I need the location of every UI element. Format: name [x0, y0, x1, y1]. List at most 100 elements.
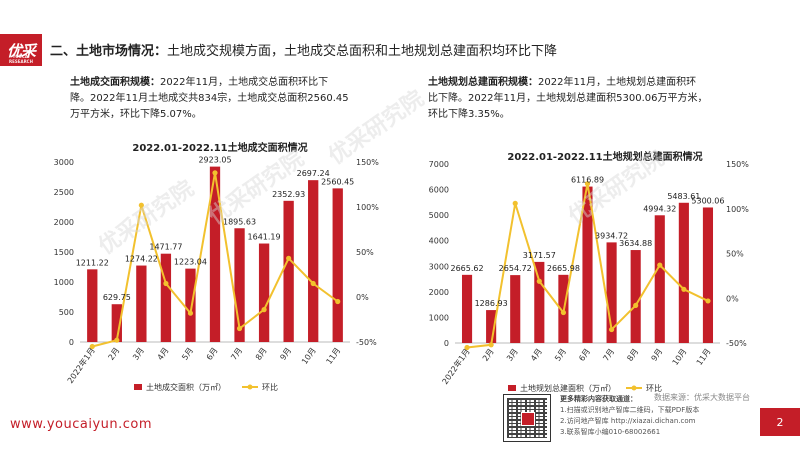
y-right-tick-label: -50% [356, 338, 377, 347]
legend-bar-swatch [134, 384, 142, 390]
y-left-tick-label: 4000 [429, 237, 449, 246]
bar-data-label: 2697.24 [297, 169, 330, 178]
bar-data-label: 1641.19 [248, 233, 281, 242]
bar [606, 242, 617, 343]
y-left-tick-label: 2000 [429, 288, 449, 297]
y-left-tick-label: 3000 [429, 262, 449, 271]
x-tick-label: 8月 [254, 346, 269, 362]
bar-data-label: 6116.89 [571, 176, 604, 185]
bar-data-label: 2923.05 [198, 156, 231, 165]
chart-2-svg: 0 1000 2000 3000 4000 5000 6000 7000 -50% 0% 50% 10… [429, 160, 750, 393]
bar-data-label: 1895.63 [223, 217, 256, 226]
bar [87, 269, 98, 342]
bar [111, 304, 122, 342]
right-para-line-3: 环比下降3.35%。 [428, 109, 510, 120]
y-right-tick-label: -50% [726, 339, 747, 348]
right-paragraph: 土地规划总建面积规模：2022年11月，土地规划总建面积环 比下降。2022年1… [428, 75, 768, 123]
bar-data-label: 5483.61 [667, 192, 700, 201]
mom-point [584, 181, 591, 187]
mom-point [114, 337, 120, 343]
x-tick-label: 2月 [481, 347, 496, 363]
bar [461, 274, 473, 343]
x-tick-label: 7月 [229, 346, 244, 362]
mom-point [512, 200, 518, 206]
y-right-tick-label: 150% [356, 158, 379, 167]
bar [258, 243, 270, 342]
bar-data-label: 2665.62 [450, 264, 483, 273]
x-tick-label: 2022年1月 [65, 345, 97, 385]
y-left-tick-label: 0 [444, 339, 449, 348]
bar [702, 207, 714, 343]
bar-data-label: 1274.22 [125, 255, 158, 264]
bar [209, 166, 221, 342]
right-para-line-1: 2022年11月，土地规划总建面积环 [538, 77, 697, 88]
y-left-tick-label: 2000 [54, 218, 74, 227]
y-right-tick-label: 100% [726, 205, 749, 214]
left-paragraph: 土地成交面积规模：2022年11月，土地成交总面积环比下 降。2022年11月土… [70, 75, 400, 123]
right-para-line-2: 比下降。2022年11月，土地规划总建面积5300.06万平方米， [428, 93, 708, 104]
legend-bar-label: 土地成交面积（万㎡） [146, 382, 226, 392]
x-tick-label: 5月 [180, 346, 195, 362]
mom-point [89, 343, 95, 350]
bar [630, 250, 641, 343]
slide-title: 二、土地市场情况：土地成交规模方面，土地成交总面积和土地规划总建面积均环比下降 [50, 40, 557, 59]
mom-point [464, 344, 470, 351]
mom-point [536, 278, 542, 284]
x-tick-label: 8月 [625, 347, 640, 363]
mom-point [212, 170, 218, 176]
right-para-lead: 土地规划总建面积规模： [428, 77, 538, 88]
left-para-line-3: 万平方米，环比下降5.07%。 [70, 109, 202, 120]
y-left-tick-label: 0 [69, 338, 74, 347]
mom-point [705, 298, 711, 304]
y-left-tick-label: 1500 [54, 248, 74, 257]
y-right-tick-label: 100% [356, 203, 379, 212]
bar [160, 253, 172, 342]
more-line-2[interactable]: 2.访问地产智库 http://xiazai.dichan.com [560, 417, 696, 425]
legend-line-marker [631, 385, 637, 391]
x-tick-label: 11月 [325, 346, 343, 366]
bar-data-label: 1223.04 [174, 258, 207, 267]
x-tick-label: 3月 [505, 347, 520, 363]
mom-point [138, 202, 144, 208]
mom-point [560, 309, 567, 316]
bar [678, 202, 689, 343]
x-tick-label: 7月 [601, 347, 616, 363]
footer-url[interactable]: www.youcaiyun.com [10, 417, 153, 432]
y-left-tick-label: 2500 [54, 188, 74, 197]
y-left-tick-label: 1000 [54, 278, 74, 287]
bar [332, 188, 343, 342]
x-tick-label: 4月 [156, 346, 171, 362]
bar [654, 215, 665, 343]
mom-point [608, 326, 615, 333]
bar-data-label: 2560.45 [321, 177, 354, 186]
x-tick-label: 10月 [671, 347, 689, 367]
y-left-tick-label: 500 [59, 308, 74, 317]
y-left-tick-label: 5000 [429, 211, 449, 220]
legend-line-marker [247, 384, 253, 390]
bar [185, 268, 196, 342]
bar [136, 265, 147, 342]
mom-point [286, 255, 292, 261]
x-tick-label: 9月 [278, 346, 293, 362]
logo-subtitle: YOUCAI RESEARCH [9, 54, 33, 64]
mom-point [187, 310, 194, 316]
bar-data-label: 1211.22 [76, 258, 109, 267]
mom-point [488, 342, 494, 348]
more-content-block: 更多精彩内容获取通道： 1.扫描或识别地产智库二维码，下载PDF版本 2.访问地… [560, 394, 699, 438]
x-tick-label: 5月 [553, 347, 568, 363]
x-tick-label: 6月 [577, 347, 592, 363]
bar [486, 310, 497, 343]
left-para-line-1: 2022年11月，土地成交总面积环比下 [160, 77, 329, 88]
chart-1-title: 2022.01-2022.11土地成交面积情况 [132, 143, 308, 154]
logo-text: 优采 [6, 41, 36, 60]
mom-point [335, 298, 341, 305]
bar [582, 186, 593, 343]
chart-2-title: 2022.01-2022.11土地规划总建面积情况 [507, 152, 703, 163]
bar-data-label: 3634.88 [619, 239, 652, 248]
qr-code-icon[interactable] [503, 394, 551, 442]
mom-point [310, 280, 316, 287]
x-tick-label: 2022年1月 [440, 346, 472, 386]
bar [283, 200, 294, 342]
left-para-line-2: 降。2022年11月土地成交共834宗，土地成交总面积2560.45 [70, 93, 349, 104]
bar [534, 261, 545, 343]
